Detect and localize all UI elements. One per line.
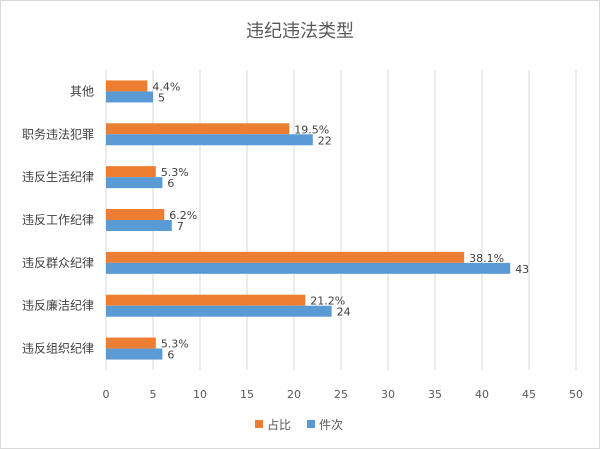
gridlines (105, 70, 577, 370)
legend-label-percent: 占比 (267, 417, 291, 432)
category-label: 职务违法犯罪 (22, 126, 94, 141)
data-label-count: 22 (318, 134, 332, 147)
category-label: 违反廉洁纪律 (22, 298, 94, 313)
data-label-percent: 5.3% (161, 166, 189, 179)
legend-swatch-count (307, 420, 315, 428)
bar-percent (106, 337, 156, 349)
data-label-count: 6 (167, 177, 174, 190)
legend: 占比 件次 (255, 417, 343, 432)
chart-title: 违纪违法类型 (246, 21, 354, 42)
x-tick-label: 20 (287, 388, 301, 401)
bar-count (106, 134, 313, 146)
x-tick-label: 0 (103, 388, 110, 401)
x-tick-label: 45 (522, 388, 536, 401)
bar-count (106, 262, 511, 274)
bars (106, 80, 511, 360)
data-label-count: 7 (177, 220, 184, 233)
data-label-percent: 4.4% (152, 80, 180, 93)
x-tick-label: 5 (150, 388, 157, 401)
x-tick-label: 10 (193, 388, 207, 401)
bar-count (106, 305, 332, 317)
data-label-percent: 5.3% (161, 338, 189, 351)
x-tick-labels: 0 5 10 15 20 25 30 35 40 45 50 (103, 388, 584, 401)
bar-percent (106, 80, 148, 92)
category-label: 违反生活纪律 (22, 170, 94, 184)
bar-percent (106, 166, 156, 178)
bar-percent (106, 123, 290, 135)
legend-swatch-percent (255, 420, 263, 428)
data-label-count: 43 (515, 263, 529, 276)
x-tick-label: 40 (475, 388, 489, 401)
data-label-percent: 19.5% (294, 123, 329, 136)
bar-count (106, 177, 163, 189)
legend-label-count: 件次 (319, 418, 343, 432)
category-label: 其他 (70, 84, 94, 98)
x-tick-label: 35 (428, 388, 442, 401)
category-label: 违反群众纪律 (22, 256, 94, 270)
bar-percent (106, 209, 165, 220)
data-label-percent: 38.1% (469, 252, 504, 265)
data-labels: 4.4%519.5%225.3%66.2%738.1%4321.2%245.3%… (152, 80, 529, 361)
data-label-count: 5 (158, 91, 165, 104)
bar-percent (106, 251, 465, 263)
data-label-percent: 6.2% (169, 209, 197, 222)
x-tick-label: 15 (240, 388, 254, 401)
bar-count (106, 348, 163, 360)
bar-percent (106, 294, 306, 306)
x-tick-label: 30 (381, 388, 395, 401)
category-label: 违反组织纪律 (22, 342, 94, 356)
category-label: 违反工作纪律 (22, 213, 94, 227)
data-label-count: 6 (167, 349, 174, 362)
bar-count (106, 91, 153, 103)
x-tick-label: 25 (334, 388, 348, 401)
data-label-count: 24 (337, 306, 351, 319)
bar-count (106, 220, 172, 231)
data-label-percent: 21.2% (310, 295, 345, 308)
x-tick-label: 50 (569, 388, 583, 401)
